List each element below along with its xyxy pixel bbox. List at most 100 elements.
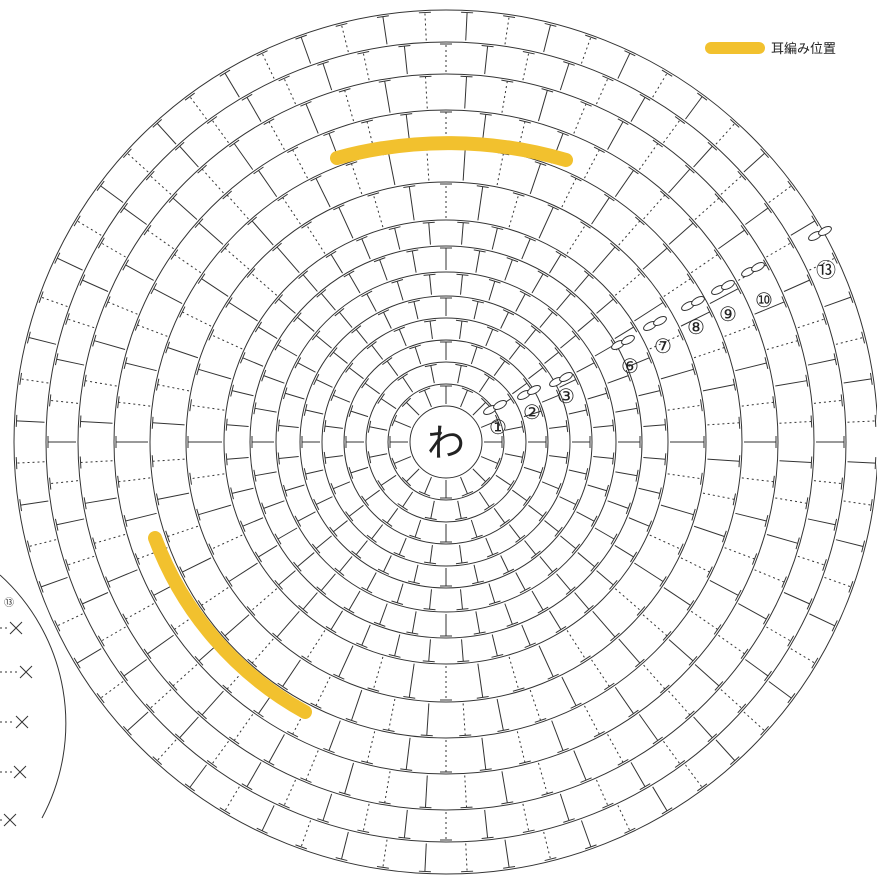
stitch [306, 224, 326, 254]
stitch [524, 540, 537, 555]
stitch [465, 12, 468, 41]
stitch [107, 569, 138, 583]
stitch [478, 376, 490, 393]
stitch [333, 351, 348, 364]
stitch [82, 592, 109, 605]
chain-stitch [691, 295, 705, 307]
stitch [504, 453, 523, 458]
stitch-top [874, 457, 877, 470]
stitch [521, 238, 531, 260]
stitch [607, 121, 624, 150]
stitch-top [165, 530, 171, 543]
stitch-top [456, 608, 469, 611]
stitch [522, 52, 530, 81]
stitch [371, 344, 384, 360]
stitch-top [393, 326, 406, 333]
stitch [766, 626, 791, 642]
stitch [473, 301, 479, 320]
stitch-top [247, 658, 257, 668]
stitch [242, 357, 264, 367]
stitch [754, 569, 785, 583]
stitch-top [316, 289, 327, 298]
stitch-top [117, 475, 120, 488]
stitch [364, 489, 380, 502]
stitch [638, 487, 661, 494]
ring-8 [223, 219, 669, 665]
stitch-top [367, 687, 380, 692]
stitch [246, 97, 262, 122]
ring-7 [249, 245, 643, 639]
stitch-top [519, 760, 531, 765]
stitch [775, 380, 807, 387]
stitch-top [310, 702, 322, 709]
stitch-top [520, 451, 525, 464]
stitch-top [357, 829, 370, 834]
stitch [508, 656, 520, 690]
stitch [491, 634, 498, 657]
stitch-top [554, 526, 563, 537]
stitch-top [294, 515, 302, 527]
stitch [276, 246, 300, 274]
stitch-top [79, 274, 86, 286]
stitch-top [373, 257, 386, 263]
stitch [551, 720, 564, 751]
stitch-top [151, 416, 154, 429]
stitch-top [196, 508, 201, 521]
stitch-top [189, 399, 192, 412]
stitch [660, 504, 694, 516]
stitch-top [522, 378, 531, 389]
stitch [768, 681, 792, 699]
stitch [720, 175, 743, 195]
stitch-top [145, 703, 155, 714]
stitch [424, 390, 432, 408]
stitch [566, 224, 586, 254]
stitch-top [787, 693, 796, 704]
stitch [549, 455, 568, 459]
stitch [100, 185, 124, 203]
stitch-top [356, 235, 368, 242]
stitch-top [330, 389, 337, 402]
stitch-symbols [15, 11, 877, 873]
stitch-top [572, 498, 579, 511]
stitch [652, 786, 668, 812]
stitch-top [520, 420, 525, 433]
stitch-top [630, 551, 638, 563]
stitch [576, 511, 595, 522]
stitch-top [361, 495, 370, 506]
stitch-top [688, 218, 698, 228]
stitch-top [333, 673, 345, 680]
stitch [424, 843, 427, 872]
stitch-top [293, 561, 302, 572]
stitch [824, 576, 852, 588]
stitch-top [397, 503, 408, 511]
stitch-top [512, 192, 525, 197]
stitch [282, 197, 301, 225]
side-stitch-marks [0, 621, 33, 827]
stitch [285, 484, 305, 492]
stitch-top [145, 170, 155, 181]
stitch [521, 624, 531, 646]
ring-2 [365, 361, 527, 523]
stitch-top [73, 657, 81, 669]
stitch-top [184, 783, 195, 792]
stitch-top [361, 760, 373, 765]
stitch [495, 474, 512, 486]
stitch-top [274, 533, 282, 545]
stitch [531, 273, 544, 294]
stitch-top [624, 827, 636, 834]
stitch [477, 663, 484, 698]
stitch-top [580, 777, 592, 783]
stitch-top [772, 475, 775, 488]
stitch-top [610, 632, 620, 642]
stitch [226, 457, 249, 460]
stitch-top [295, 844, 307, 850]
stitch-top [424, 561, 437, 565]
stitch-top [547, 567, 558, 577]
stitch-top [764, 515, 769, 527]
stitch [515, 572, 526, 591]
stitch [484, 46, 489, 75]
stitch [174, 254, 202, 274]
stitch [350, 466, 369, 474]
stitch [20, 378, 49, 384]
stitch [743, 711, 765, 732]
